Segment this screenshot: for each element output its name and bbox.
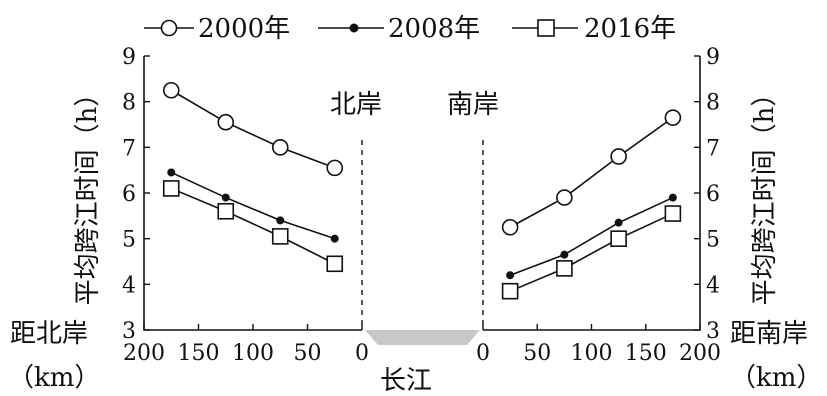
left-x-ticks: 200 150 100 50 0 (123, 324, 369, 366)
left-y-tick-label: 7 (122, 136, 136, 161)
data-point-south (664, 205, 682, 222)
series-2008年 (167, 168, 677, 280)
left-x-axis-unit: （km） (8, 363, 100, 393)
left-y-tick-label: 3 (122, 319, 136, 344)
legend-label-2008: 2008年 (388, 14, 480, 44)
data-point-south (556, 260, 573, 277)
data-point-south (614, 218, 623, 227)
left-x-tick-label: 150 (178, 341, 220, 366)
data-point-south (610, 148, 627, 165)
left-y-tick-label: 9 (122, 45, 136, 70)
right-y-tick-label: 7 (706, 136, 720, 161)
legend-marker-2008 (349, 23, 359, 33)
right-x-tick-label: 200 (679, 341, 721, 366)
river-shape (365, 330, 480, 345)
right-y-axis-title: 平均跨江时间（h） (750, 81, 780, 306)
series-line-south (509, 196, 674, 276)
right-y-tick-label: 9 (706, 45, 720, 70)
data-point-south (664, 109, 682, 126)
data-point-south (506, 271, 515, 280)
left-y-tick-label: 4 (122, 273, 136, 298)
right-y-tick-label: 3 (706, 319, 720, 344)
data-point-north (271, 228, 289, 245)
left-x-tick-label: 50 (294, 341, 322, 366)
right-x-tick-label: 100 (571, 341, 613, 366)
legend-marker-2016 (537, 19, 555, 37)
data-point-north (330, 234, 339, 243)
data-point-north (271, 139, 289, 156)
data-point-south (668, 193, 677, 202)
series-line-north (170, 171, 336, 240)
data-point-north (326, 255, 344, 273)
data-point-north (217, 113, 235, 131)
data-point-south (560, 250, 569, 259)
left-y-tick-label: 8 (122, 91, 136, 116)
legend: 2000年 2008年 2016年 (144, 14, 676, 44)
south-bank-label: 南岸 (447, 90, 499, 120)
right-y-tick-label: 5 (706, 228, 720, 253)
left-y-axis-title: 平均跨江时间（h） (73, 81, 103, 306)
data-point-south (501, 218, 519, 236)
legend-marker-2000 (160, 19, 178, 37)
data-point-north (162, 180, 180, 197)
series-2000年 (162, 81, 682, 236)
right-y-tick-label: 6 (706, 182, 720, 207)
data-point-north (221, 193, 230, 202)
series-line-north (170, 89, 336, 169)
data-point-south (610, 230, 627, 247)
right-x-tick-label: 150 (625, 341, 667, 366)
data-point-south (556, 189, 573, 206)
left-x-tick-label: 0 (355, 341, 369, 366)
series-2016年 (162, 180, 682, 300)
left-x-axis-title: 距北岸 (10, 319, 88, 349)
left-x-tick-label: 100 (232, 341, 274, 366)
series-line-north (170, 187, 336, 265)
north-bank-label: 北岸 (330, 90, 382, 120)
left-y-tick-label: 5 (122, 228, 136, 253)
river-label: 长江 (380, 366, 432, 396)
data-point-north (276, 216, 285, 225)
right-x-ticks: 0 50 100 150 200 (476, 324, 721, 366)
left-x-tick-label: 200 (123, 341, 165, 366)
right-y-tick-label: 4 (706, 273, 720, 298)
data-point-north (167, 168, 176, 177)
series-line-south (509, 212, 674, 292)
right-x-axis-unit: （km） (730, 363, 822, 393)
legend-label-2016: 2016年 (584, 14, 676, 44)
left-y-tick-label: 6 (122, 182, 136, 207)
right-x-tick-label: 50 (523, 341, 551, 366)
data-point-north (217, 202, 235, 220)
data-point-north (162, 81, 180, 99)
series-line-south (509, 116, 674, 228)
data-point-north (326, 159, 344, 177)
legend-label-2000: 2000年 (198, 14, 290, 44)
right-y-tick-label: 8 (706, 91, 720, 116)
right-x-axis-title: 距南岸 (730, 319, 808, 349)
left-y-ticks: 3 4 5 6 7 8 9 (122, 45, 150, 344)
data-point-south (501, 282, 519, 300)
right-x-tick-label: 0 (476, 341, 490, 366)
right-y-ticks: 3 4 5 6 7 8 9 (694, 45, 720, 344)
series-layer (162, 81, 682, 300)
